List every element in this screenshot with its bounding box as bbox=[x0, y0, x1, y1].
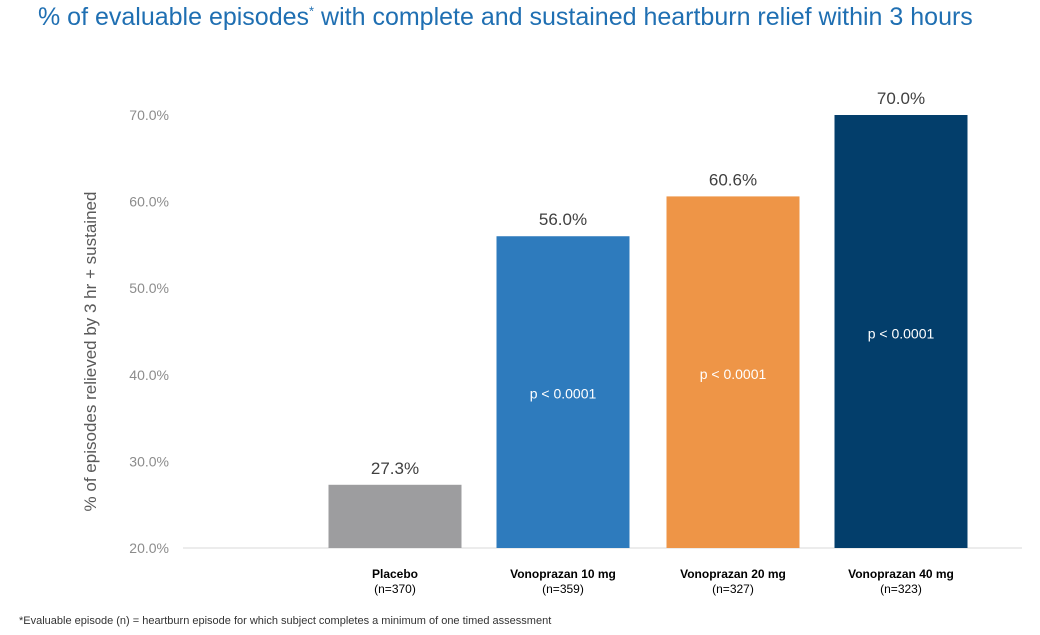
chart-title-asterisk: * bbox=[309, 3, 315, 19]
chart-title: % of evaluable episodes* with complete a… bbox=[38, 2, 1038, 32]
y-axis-title: % of episodes relieved by 3 hr + sustain… bbox=[81, 192, 100, 512]
bar bbox=[328, 484, 462, 548]
x-tick-sample-size: (n=327) bbox=[712, 582, 754, 596]
y-tick-label: 30.0% bbox=[129, 453, 169, 469]
bar-value-label: 56.0% bbox=[539, 210, 587, 229]
x-tick-label: Vonoprazan 20 mg bbox=[680, 567, 786, 581]
x-tick-label: Vonoprazan 10 mg bbox=[510, 567, 616, 581]
y-tick-label: 70.0% bbox=[129, 107, 169, 123]
footnote: *Evaluable episode (n) = heartburn episo… bbox=[19, 615, 552, 627]
bar bbox=[834, 115, 968, 548]
y-tick-label: 60.0% bbox=[129, 194, 169, 210]
bar-value-label: 27.3% bbox=[371, 459, 419, 478]
p-value-label: p < 0.0001 bbox=[868, 326, 935, 342]
bar bbox=[496, 236, 630, 549]
x-tick-sample-size: (n=323) bbox=[880, 582, 922, 596]
bar-value-label: 70.0% bbox=[877, 89, 925, 108]
bar-value-label: 60.6% bbox=[709, 170, 757, 189]
chart-title-prefix: % of evaluable episodes bbox=[38, 3, 310, 31]
p-value-label: p < 0.0001 bbox=[700, 366, 767, 382]
x-tick-label: Placebo bbox=[372, 567, 418, 581]
x-tick-sample-size: (n=370) bbox=[374, 582, 416, 596]
y-tick-label: 40.0% bbox=[129, 367, 169, 383]
x-tick-label: Vonoprazan 40 mg bbox=[848, 567, 954, 581]
p-value-label: p < 0.0001 bbox=[530, 386, 597, 402]
y-tick-label: 50.0% bbox=[129, 280, 169, 296]
chart-title-suffix: with complete and sustained heartburn re… bbox=[314, 3, 973, 31]
y-tick-label: 20.0% bbox=[129, 540, 169, 556]
x-tick-sample-size: (n=359) bbox=[542, 582, 584, 596]
bar bbox=[666, 196, 800, 549]
